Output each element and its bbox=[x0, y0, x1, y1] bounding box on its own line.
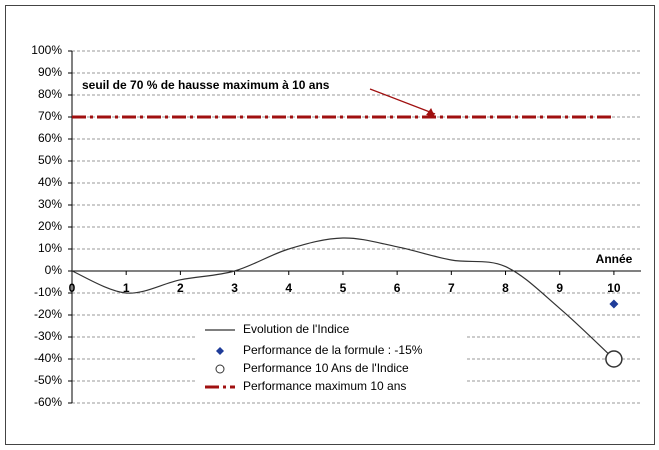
y-tick-label: 20% bbox=[38, 219, 62, 233]
legend-label: Performance 10 Ans de l'Indice bbox=[243, 361, 409, 375]
y-tick-label: 0% bbox=[45, 263, 63, 277]
annotation-text: seuil de 70 % de hausse maximum à 10 ans bbox=[82, 78, 330, 92]
y-tick-label: -20% bbox=[34, 307, 62, 321]
diamond-point bbox=[609, 299, 619, 309]
circle-point bbox=[605, 350, 623, 368]
x-tick-label: 1 bbox=[123, 281, 130, 295]
y-tick-label: -30% bbox=[34, 329, 62, 343]
y-tick-label: 90% bbox=[38, 65, 62, 79]
x-tick-label: 2 bbox=[177, 281, 184, 295]
y-tick-label: -50% bbox=[34, 373, 62, 387]
x-tick-label: 9 bbox=[556, 281, 563, 295]
y-tick-label: 60% bbox=[38, 131, 62, 145]
line-series bbox=[71, 237, 615, 360]
y-tick-label: -40% bbox=[34, 351, 62, 365]
annotation-arrowhead bbox=[426, 108, 436, 117]
x-tick-label: 0 bbox=[69, 281, 76, 295]
x-tick-label: 6 bbox=[394, 281, 401, 295]
y-tick-label: 40% bbox=[38, 175, 62, 189]
legend-label: Performance de la formule : -15% bbox=[243, 343, 423, 357]
legend-label: Evolution de l'Indice bbox=[243, 322, 350, 336]
legend-swatch bbox=[215, 364, 225, 374]
legend-label: Performance maximum 10 ans bbox=[243, 379, 406, 393]
y-tick-label: -10% bbox=[34, 285, 62, 299]
y-tick-label: -60% bbox=[34, 395, 62, 409]
y-tick-label: 50% bbox=[38, 153, 62, 167]
y-tick-label: 30% bbox=[38, 197, 62, 211]
x-axis-label: Année bbox=[596, 252, 633, 266]
legend-box bbox=[196, 320, 466, 398]
y-tick-label: 100% bbox=[31, 43, 62, 57]
legend-swatch bbox=[216, 347, 224, 355]
y-tick-label: 10% bbox=[38, 241, 62, 255]
x-tick-label: 3 bbox=[231, 281, 238, 295]
x-tick-label: 8 bbox=[502, 281, 509, 295]
y-tick-label: 70% bbox=[38, 109, 62, 123]
x-tick-label: 10 bbox=[607, 281, 621, 295]
x-tick-label: 7 bbox=[448, 281, 455, 295]
x-tick-label: 5 bbox=[340, 281, 347, 295]
x-tick-label: 4 bbox=[285, 281, 292, 295]
annotation-arrow bbox=[369, 88, 436, 115]
y-tick-label: 80% bbox=[38, 87, 62, 101]
